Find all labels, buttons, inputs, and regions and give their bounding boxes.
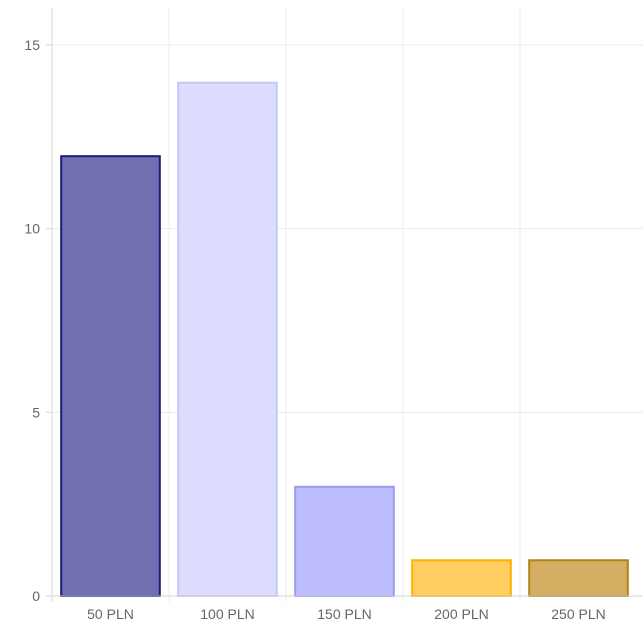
bar-150-pln[interactable]: 150 PLN: 3 [294, 485, 395, 597]
y-tick-label: 10 [24, 221, 40, 237]
x-tick-label: 200 PLN [434, 606, 488, 622]
x-tick-label: 150 PLN [317, 606, 371, 622]
bars: 50 PLN: 12100 PLN: 14150 PLN: 3 200 PLN: … [60, 81, 629, 597]
x-axis-tick-labels: 50 PLN 100 PLN 150 PLN 200 PLN 250 PLN [87, 606, 606, 622]
bar-200-pln[interactable]: 200 PLN: 1 [411, 559, 512, 597]
y-tick-label: 5 [32, 404, 40, 420]
y-tick-label: 15 [24, 37, 40, 53]
y-axis-tick-labels: 0 5 10 15 [24, 37, 40, 604]
x-tick-label: 50 PLN [87, 606, 134, 622]
bar-250-pln[interactable]: 250 PLN: 1 [528, 559, 629, 597]
bar-50-pln[interactable]: 50 PLN: 12 [60, 155, 161, 597]
x-tick-label: 250 PLN [551, 606, 605, 622]
x-tick-label: 100 PLN [200, 606, 254, 622]
y-tick-label: 0 [32, 588, 40, 604]
axes [46, 8, 643, 602]
bar-100-pln[interactable]: 100 PLN: 14 [177, 81, 278, 597]
